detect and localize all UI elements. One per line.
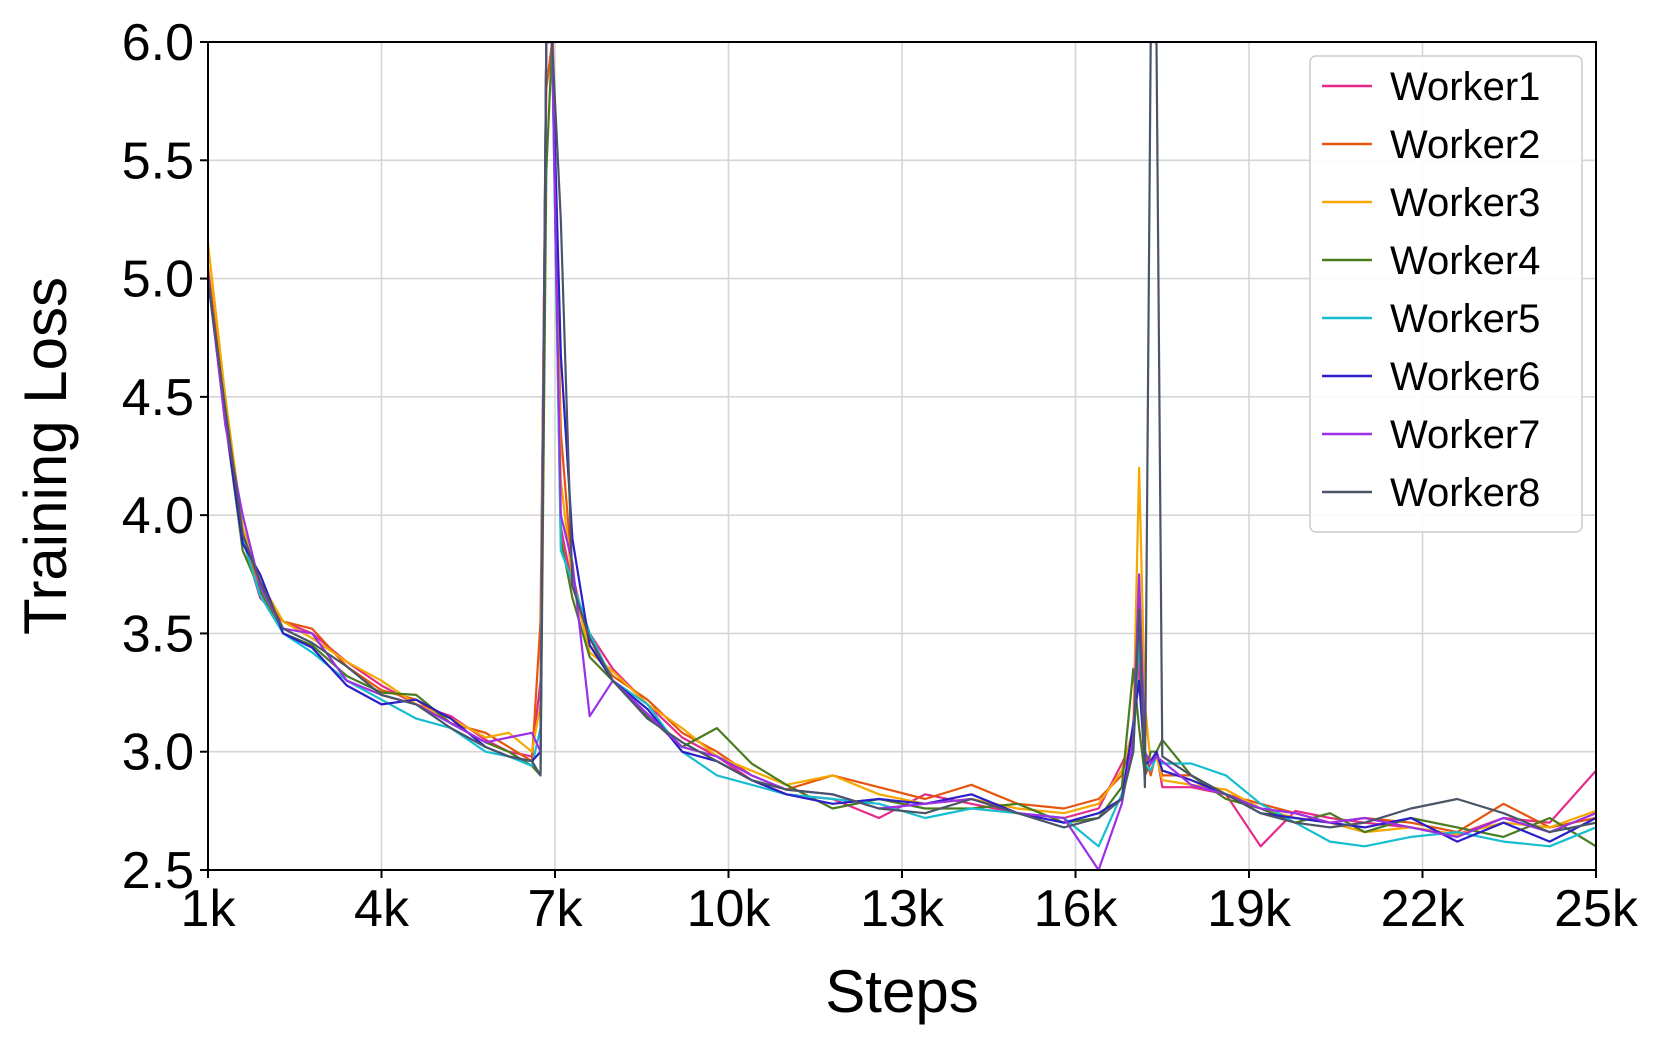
y-tick-label: 6.0 <box>122 14 194 72</box>
x-tick-label: 10k <box>687 880 772 938</box>
x-tick-label: 13k <box>860 880 945 938</box>
y-tick-label: 5.0 <box>122 251 194 309</box>
legend-label: Worker1 <box>1390 65 1540 109</box>
x-tick-label: 4k <box>354 880 410 938</box>
legend-box <box>1309 55 1583 533</box>
series-line-worker8 <box>208 42 1596 834</box>
y-tick-label: 3.0 <box>122 724 194 782</box>
x-tick-label: 7k <box>528 880 584 938</box>
legend-label: Worker6 <box>1390 355 1540 399</box>
legend-label: Worker5 <box>1390 297 1540 341</box>
axis-ticks: 1k 4k 7k 10k 13k 16k 19k 22k 25k 2.5 3.0 3.5 4.0 4.5 5… <box>122 14 1639 938</box>
legend-label: Worker7 <box>1390 413 1540 457</box>
x-tick-label: 1k <box>181 880 237 938</box>
x-tick-label: 19k <box>1207 880 1292 938</box>
y-tick-label: 3.5 <box>122 605 194 663</box>
legend-label: Worker4 <box>1390 239 1540 283</box>
x-axis-title: Steps <box>825 958 978 1025</box>
legend-label: Worker3 <box>1390 181 1540 225</box>
legend: Worker1 Worker2 Worker3 Worker4 Worker5 Worke… <box>1309 55 1583 533</box>
legend-label: Worker8 <box>1390 471 1540 515</box>
y-tick-label: 2.5 <box>122 842 194 900</box>
y-tick-label: 4.5 <box>122 369 194 427</box>
y-axis-title: Training Loss <box>12 277 79 635</box>
x-tick-label: 16k <box>1034 880 1119 938</box>
y-tick-label: 5.5 <box>122 132 194 190</box>
y-tick-label: 4.0 <box>122 487 194 545</box>
series-lines <box>208 42 1596 870</box>
x-tick-label: 25k <box>1554 880 1639 938</box>
x-tick-label: 22k <box>1381 880 1466 938</box>
legend-label: Worker2 <box>1390 123 1540 167</box>
series-line-worker5 <box>208 42 1596 848</box>
